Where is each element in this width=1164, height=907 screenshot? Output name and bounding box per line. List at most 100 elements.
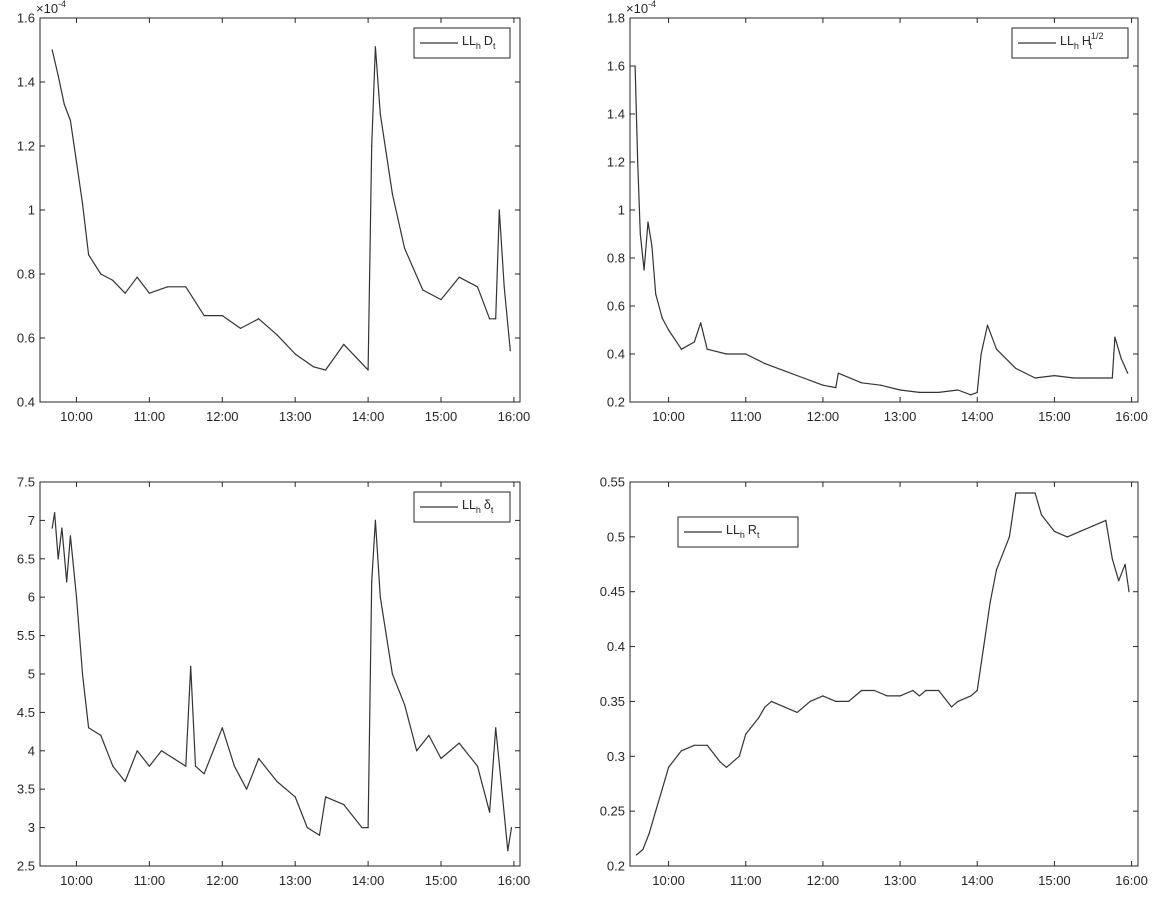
data-point (1079, 530, 1081, 533)
data-point (635, 854, 638, 856)
data-point (783, 370, 785, 372)
x-tick-label: 12:00 (807, 409, 840, 424)
legend-label: LLh H1/2 t (1060, 31, 1103, 51)
x-tick-label: 15:00 (425, 873, 458, 888)
x-tick-label: 16:00 (1115, 873, 1148, 888)
x-tick-label: 14:00 (352, 873, 385, 888)
data-point (371, 581, 373, 583)
y-tick-label: 0.55 (600, 475, 625, 490)
data-point (764, 363, 766, 365)
data-point (112, 765, 114, 767)
data-point (221, 315, 223, 317)
data-point (643, 269, 645, 271)
x-tick-label: 15:00 (1038, 873, 1071, 888)
x-tick-label: 13:00 (279, 409, 312, 424)
data-point (1034, 377, 1036, 379)
y-tick-label: 0.6 (607, 299, 625, 314)
data-point (860, 382, 863, 384)
data-point (822, 695, 824, 697)
y-tick-label: 0.45 (600, 584, 625, 599)
x-tick-label: 10:00 (60, 409, 93, 424)
y-tick-label: 4 (28, 743, 35, 758)
data-point (957, 389, 959, 391)
data-point (655, 293, 657, 295)
data-point (1034, 492, 1036, 494)
y-tick-label: 0.4 (17, 395, 35, 410)
x-tick-label: 10:00 (652, 873, 685, 888)
y-tick-label: 5 (28, 667, 35, 682)
data-point (995, 569, 998, 571)
data-point (1127, 372, 1129, 374)
x-tick-label: 11:00 (730, 409, 762, 424)
data-point (745, 353, 747, 355)
data-point (957, 700, 959, 703)
y-tick-label: 3.5 (17, 782, 35, 797)
y-tick-label: 1.8 (607, 11, 625, 26)
data-point (440, 757, 442, 760)
data-point (294, 353, 296, 355)
data-point (246, 788, 248, 790)
y-tick-label: 7.5 (17, 475, 35, 490)
data-point (190, 665, 192, 667)
y-tick-label: 2.5 (17, 859, 35, 874)
data-point (440, 299, 442, 301)
x-tick-label: 11:00 (134, 873, 166, 888)
y-tick-label: 1.2 (607, 155, 625, 170)
data-point (873, 689, 876, 692)
data-point (510, 827, 513, 829)
data-point (325, 796, 327, 798)
axis-exponent: ×10-4 (626, 0, 656, 16)
data-point (1128, 591, 1130, 593)
data-point (1092, 525, 1094, 527)
data-point (655, 810, 657, 812)
y-tick-label: 1.6 (17, 11, 35, 26)
legend: LLh δt (413, 491, 511, 523)
data-point (1008, 536, 1011, 538)
data-point (1053, 375, 1055, 377)
x-tick-label: 12:00 (807, 873, 840, 888)
data-point (75, 596, 78, 598)
data-point (498, 209, 500, 211)
data-point (700, 322, 702, 324)
data-point (693, 341, 695, 343)
y-tick-label: 7 (28, 513, 35, 528)
data-point (796, 711, 798, 714)
data-point (51, 527, 53, 529)
data-point (1015, 367, 1017, 369)
data-point (239, 327, 242, 329)
plot-area (629, 17, 1139, 403)
data-point (371, 145, 373, 147)
y-tick-label: 0.2 (607, 859, 625, 874)
legend: LLh Dt (413, 27, 511, 59)
data-point (803, 377, 805, 379)
data-point (745, 733, 747, 735)
legend: LLh H1/2 t (1011, 27, 1129, 59)
data-point (379, 113, 381, 115)
chart-ll-h-r-t: 10:00 11:00 12:00 13:00 14:00 15:00 16:00 0.2 0.… (600, 475, 1148, 889)
data-point (1040, 514, 1043, 516)
data-point (809, 700, 811, 703)
data-point (989, 602, 991, 604)
data-point (379, 596, 381, 598)
data-point (276, 780, 278, 783)
data-point (770, 700, 773, 703)
legend-label: LLh δt (462, 498, 494, 515)
data-point (822, 384, 824, 386)
chart-ll-h-h-t-half: 10:00 11:00 12:00 13:00 14:00 15:00 16:00 0.2 0.… (607, 0, 1148, 424)
data-point (374, 519, 376, 522)
data-point (1118, 580, 1120, 582)
data-point (860, 689, 863, 692)
x-tick-label: 15:00 (425, 409, 458, 424)
data-point (167, 286, 169, 288)
data-point (75, 161, 78, 163)
data-point (1066, 536, 1068, 538)
data-point (693, 744, 695, 746)
data-point (112, 279, 114, 281)
y-tick-label: 1.6 (607, 59, 625, 74)
data-point (661, 788, 663, 790)
data-point (648, 832, 650, 834)
data-point (668, 329, 670, 331)
y-tick-label: 0.25 (600, 804, 625, 819)
x-tick-label: 12:00 (206, 409, 239, 424)
